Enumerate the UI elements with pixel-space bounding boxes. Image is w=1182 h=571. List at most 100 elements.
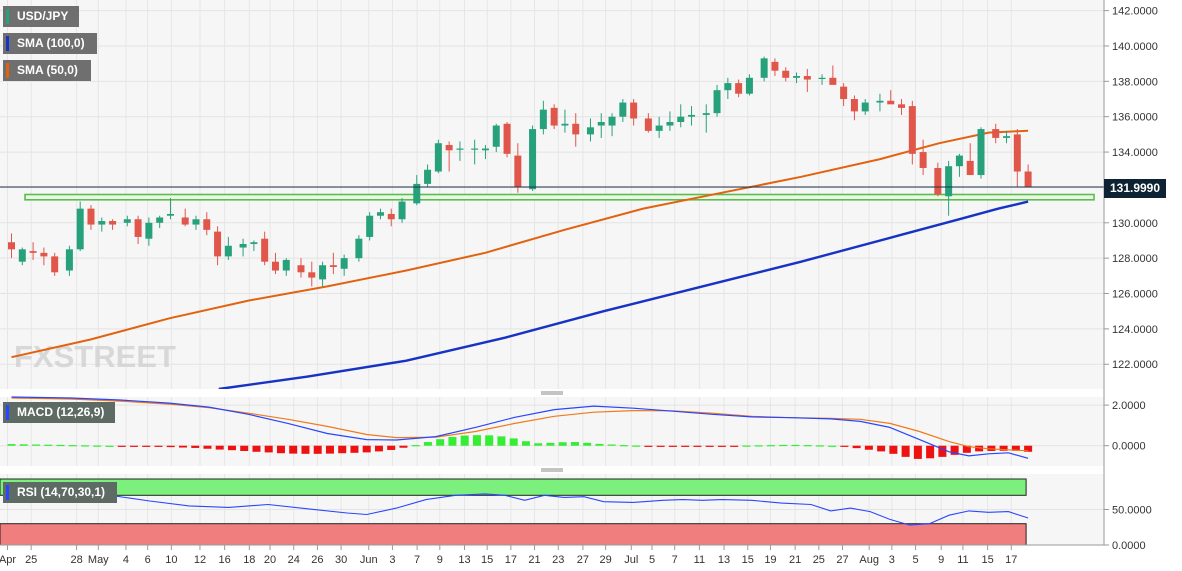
candle-body [850, 99, 858, 112]
candle-body [782, 70, 790, 78]
candle-body [818, 77, 826, 79]
macd-histogram-bar [105, 445, 114, 447]
watermark: FXSTREET [14, 339, 176, 374]
time-tick-label: 25 [25, 554, 37, 566]
legend-sma-100[interactable]: SMA (100,0) [3, 33, 97, 54]
candlesticks [8, 56, 1032, 287]
time-tick-label: 13 [458, 554, 470, 566]
pane-divider-rsi[interactable] [0, 466, 1104, 474]
candle-body [87, 208, 95, 225]
symbol-swatch [6, 9, 9, 24]
time-tick-label: 13 [718, 554, 730, 566]
macd-histogram-bar [803, 445, 812, 447]
macd-histogram-bar [656, 445, 665, 447]
time-tick-label: Aug [859, 554, 879, 566]
candle-body [876, 100, 884, 103]
time-tick-label: 30 [335, 554, 347, 566]
macd-histogram-bar [362, 445, 371, 453]
sma-50-path [11, 129, 1029, 359]
rsi-tick-label: 0.0000 [1112, 540, 1146, 552]
candle-body [239, 244, 247, 248]
macd-histogram-bar [203, 445, 212, 449]
price-axis: 142.0000 140.0000 138.0000 136.0000 134.0000… [1104, 6, 1158, 371]
time-tick-label: 5 [912, 554, 918, 566]
macd-histogram-bar [227, 445, 236, 451]
macd-label[interactable]: MACD (12,26,9) [3, 402, 115, 423]
candle-body [934, 167, 942, 195]
candle-body [65, 249, 73, 271]
macd-histogram-bar [56, 444, 65, 447]
candle-body [203, 219, 211, 230]
time-tick-label: 11 [694, 554, 705, 566]
candle-body [887, 100, 895, 105]
price-tick-label: 134.0000 [1112, 147, 1158, 159]
candle-body [966, 160, 974, 176]
candle-body [340, 258, 348, 269]
macd-histogram-bar [742, 445, 751, 447]
candle-body [550, 107, 558, 126]
price-tick-label: 130.0000 [1112, 218, 1158, 230]
macd-histogram-bar [472, 435, 481, 446]
sma-100-line [218, 200, 1029, 391]
macd-histogram-bar [178, 445, 187, 448]
macd-histogram-bar [705, 445, 714, 447]
candle-body [282, 259, 290, 271]
macd-histogram-bar [570, 442, 579, 446]
pane-resize-handle-rsi[interactable] [541, 468, 563, 472]
macd-histogram-bar [289, 445, 298, 454]
time-tick-label: 27 [836, 554, 848, 566]
macd-histogram-bar [411, 445, 420, 447]
macd-histogram-bar [815, 445, 824, 447]
legend-sma-50[interactable]: SMA (50,0) [3, 60, 91, 81]
legend-symbol-label: USD/JPY [17, 9, 69, 23]
candle-body [977, 129, 985, 176]
macd-histogram-bar [31, 444, 40, 446]
candle-body [329, 265, 337, 267]
candle-body [181, 217, 189, 225]
macd-histogram-bar [926, 445, 935, 459]
candle-body [572, 123, 580, 135]
macd-histogram-bar [583, 442, 592, 446]
time-tick-label: 26 [311, 554, 323, 566]
candle-body [1013, 134, 1021, 172]
time-tick-label: 5 [649, 554, 655, 566]
macd-histogram-bar [44, 444, 53, 446]
legend-sma-100-label: SMA (100,0) [17, 36, 85, 50]
macd-histogram-bar [264, 445, 273, 453]
candle-body [829, 77, 837, 85]
candle-body [376, 212, 384, 216]
macd-histogram-bar [166, 445, 175, 448]
pane-divider-macd[interactable] [0, 389, 1104, 397]
candle-body [434, 143, 442, 172]
pane-resize-handle-macd[interactable] [541, 391, 563, 395]
macd-tick-label: 0.0000 [1112, 441, 1146, 453]
time-tick-label: 15 [742, 554, 754, 566]
candle-body [503, 123, 511, 154]
macd-line-path [11, 396, 1029, 459]
time-tick-label: 3 [889, 554, 895, 566]
legend-symbol[interactable]: USD/JPY [3, 6, 79, 27]
candle-body [319, 265, 327, 280]
rsi-label[interactable]: RSI (14,70,30,1) [3, 482, 117, 503]
macd-histogram-bar [889, 445, 898, 454]
candle-body [655, 125, 663, 131]
candle-body [529, 129, 537, 190]
macd-histogram-bar [93, 445, 102, 447]
macd-histogram-bar [301, 445, 310, 454]
candle-body [724, 83, 732, 91]
candle-body [840, 86, 848, 100]
candle-body [514, 155, 522, 188]
price-tick-label: 136.0000 [1112, 112, 1158, 124]
macd-histogram-bar [325, 445, 334, 454]
time-tick-label: 25 [813, 554, 825, 566]
macd-axis: 2.0000 0.0000 [1104, 400, 1146, 453]
rsi-overbought-zone [0, 478, 1027, 496]
macd-histogram-bar [644, 445, 653, 447]
support-zone-rect [24, 193, 1095, 201]
macd-histogram-bar [240, 445, 249, 451]
macd-label-text: MACD (12,26,9) [17, 405, 105, 419]
time-tick-label: 3 [389, 554, 395, 566]
candle-body [919, 152, 927, 168]
time-tick-label: 17 [1005, 554, 1017, 566]
macd-histogram-bar [338, 445, 347, 454]
